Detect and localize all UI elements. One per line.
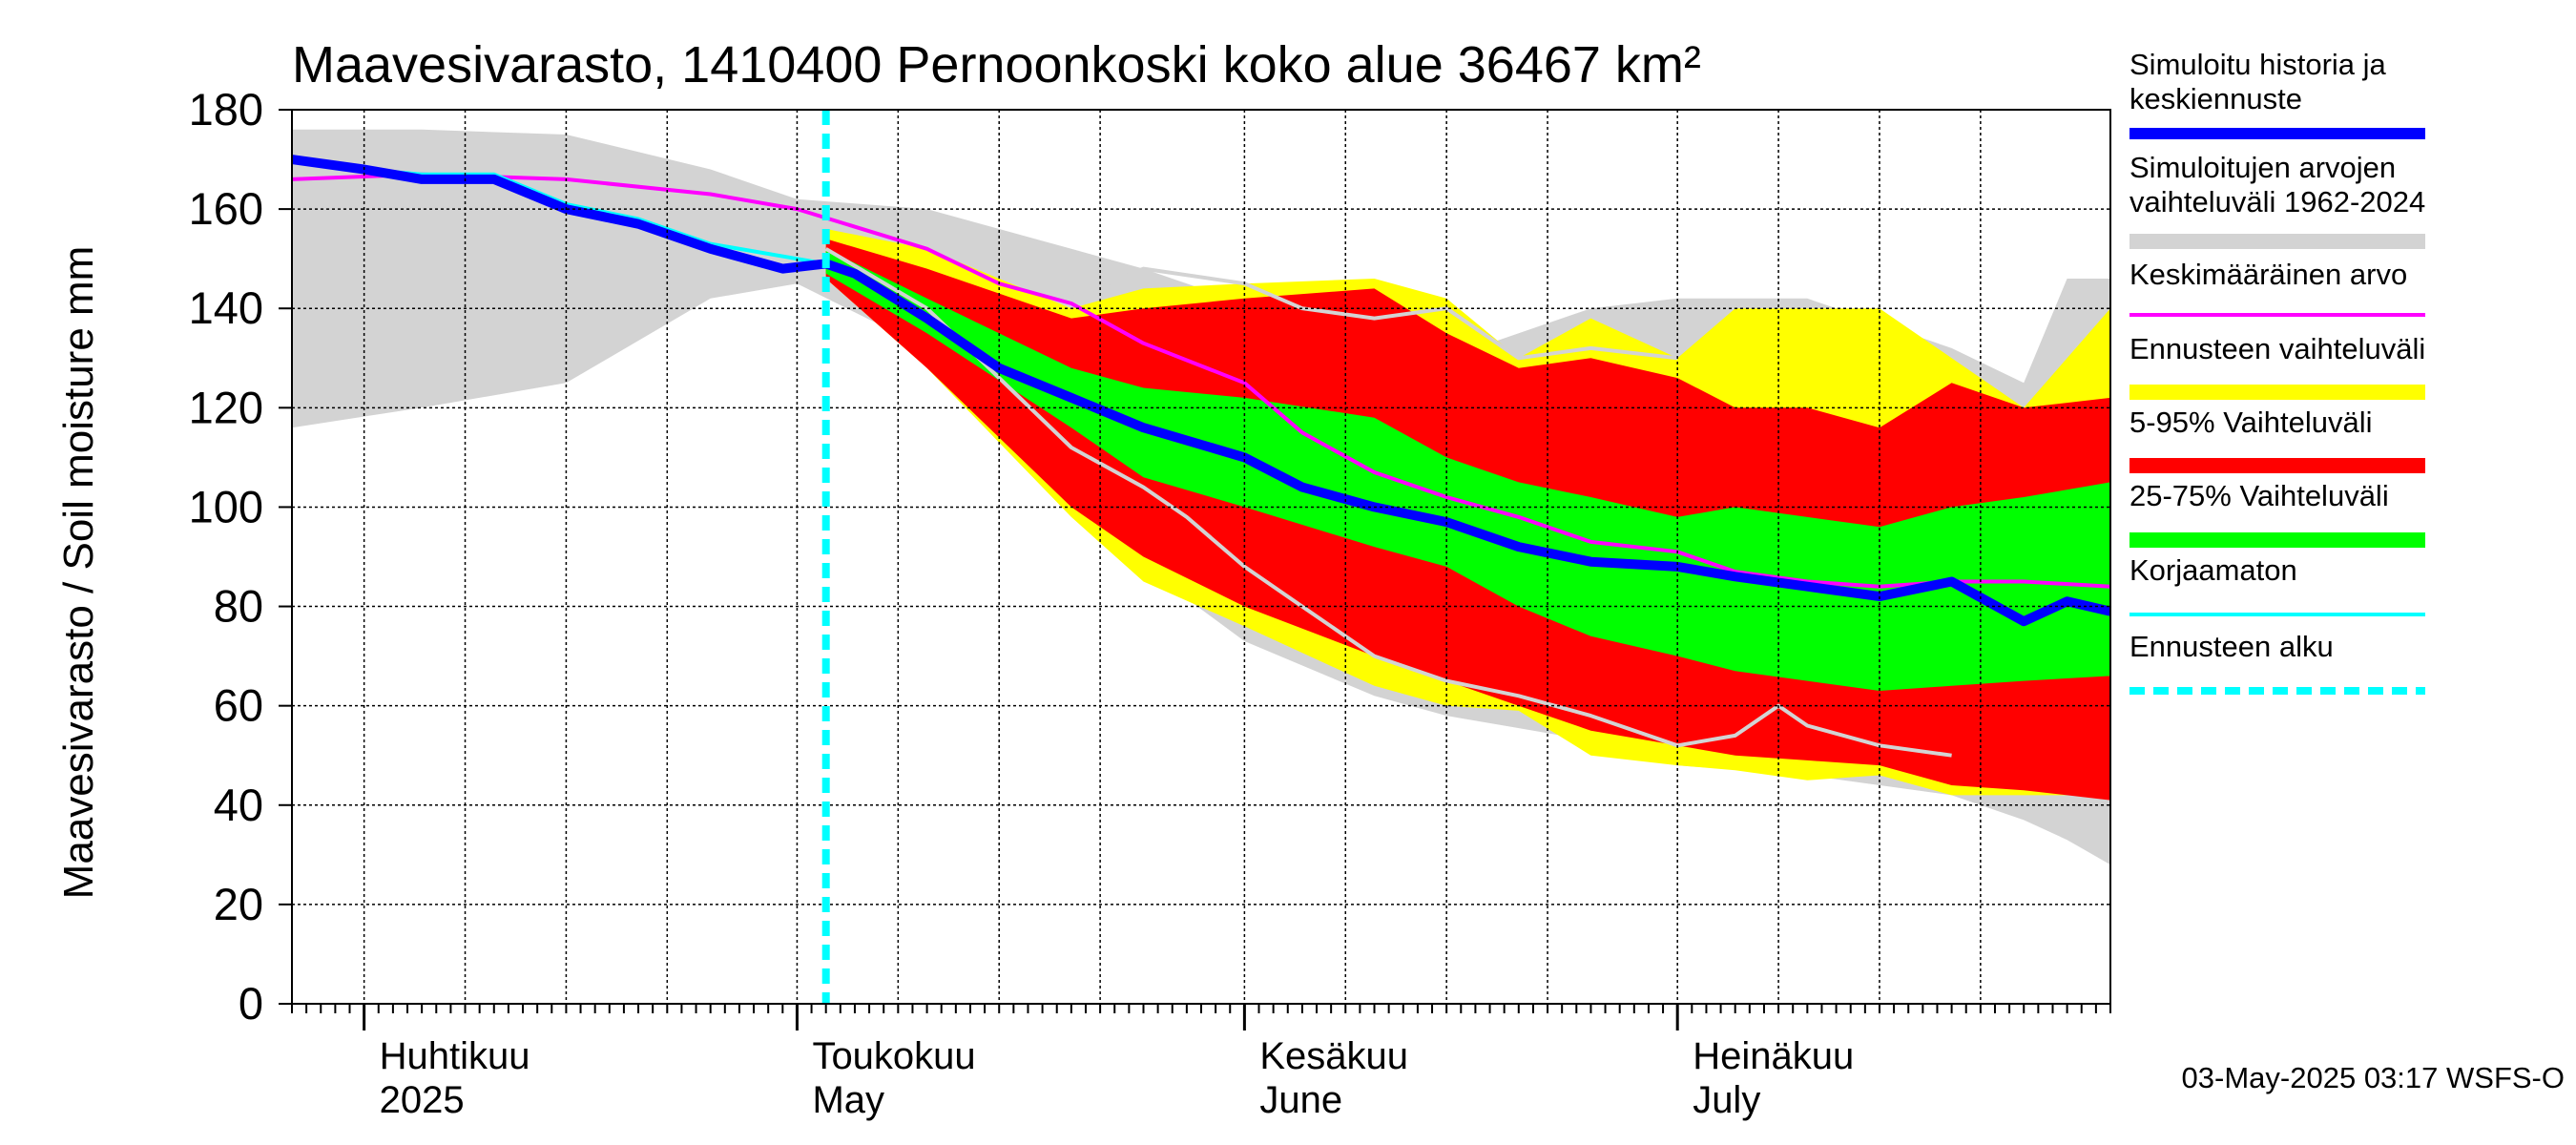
legend-label: Korjaamaton (2129, 553, 2297, 587)
legend: Simuloitu historia ja keskiennuste Simuloi… (2129, 48, 2425, 695)
y-tick-label: 120 (189, 382, 263, 432)
month-label: Huhtikuu (380, 1035, 530, 1077)
legend-label: Simuloitu historia ja keskiennuste (2129, 48, 2387, 115)
legend-label: Ennusteen alku (2129, 630, 2334, 663)
grid (292, 110, 2110, 1004)
chart-title: Maavesivarasto, 1410400 Pernoonkoski kok… (292, 36, 1701, 94)
y-tick-label: 0 (239, 978, 263, 1029)
y-tick-label: 80 (214, 581, 263, 632)
y-tick-label: 40 (214, 780, 263, 830)
month-label: Toukokuu (812, 1035, 975, 1077)
plot-area (291, 109, 2112, 1030)
month-label: Kesäkuu (1259, 1035, 1408, 1077)
month-label-sub: 2025 (380, 1079, 465, 1121)
legend-label: Keskimääräinen arvo (2129, 258, 2407, 291)
month-label: Heinäkuu (1693, 1035, 1854, 1077)
y-tick-label: 20 (214, 879, 263, 929)
line-ennusteen-j-sen-6 (1070, 266, 1678, 361)
y-tick-label: 140 (189, 282, 263, 333)
month-label-sub: June (1259, 1079, 1342, 1121)
line-ennusteen-j-sen-5 (824, 247, 1952, 758)
month-label-sub: July (1693, 1079, 1760, 1121)
y-tick-label: 180 (189, 84, 263, 135)
line-simuloitu-historia-ja-keskiennuste-8 (291, 155, 2112, 627)
y-tick-label: 100 (189, 481, 263, 531)
x-ticks (291, 1004, 2111, 1030)
month-label-sub: May (812, 1079, 884, 1121)
y-tick-label: 160 (189, 183, 263, 234)
y-tick-label: 60 (214, 680, 263, 731)
y-axis-label: Maavesivarasto / Soil moisture mm (55, 246, 102, 900)
legend-label: 5-95% Vaihteluväli (2129, 406, 2372, 439)
footer-timestamp: 03-May-2025 03:17 WSFS-O (2182, 1061, 2565, 1094)
y-axis-ticks: 0 20 40 60 80 100 120 140 160 180 (189, 84, 292, 1029)
line-keskim-r-inen-arvo-4 (291, 172, 2111, 589)
legend-label: Ennusteen vaihteluväli (2129, 332, 2425, 365)
legend-label: 25-75% Vaihteluväli (2129, 479, 2389, 512)
legend-label: Simuloitujen arvojen vaihteluväli 1962-20… (2129, 151, 2425, 219)
